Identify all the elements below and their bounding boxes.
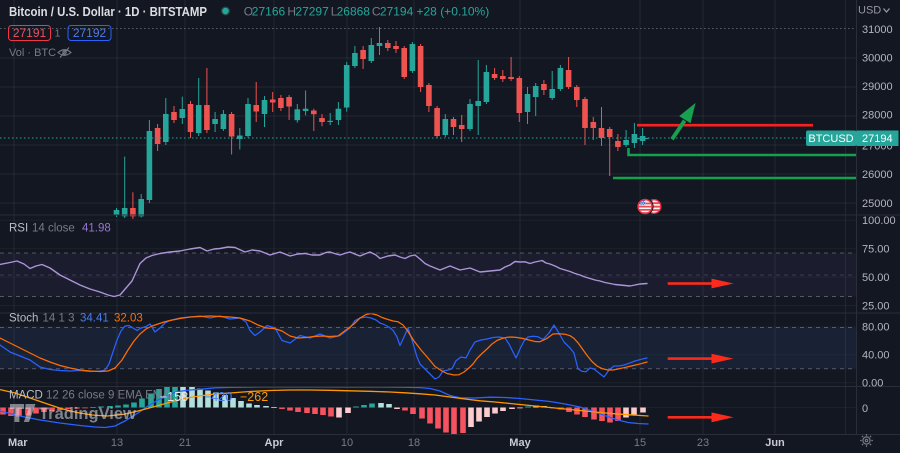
svg-text:May: May — [509, 437, 531, 449]
svg-text:25000: 25000 — [862, 198, 893, 210]
svg-text:0.00: 0.00 — [862, 378, 883, 390]
svg-text:27166: 27166 — [252, 5, 286, 19]
svg-text:31000: 31000 — [862, 24, 893, 36]
svg-text:USD: USD — [858, 5, 881, 17]
svg-text:26000: 26000 — [862, 169, 893, 181]
svg-text:L: L — [331, 5, 338, 19]
svg-text:14 1 3: 14 1 3 — [43, 313, 75, 325]
svg-text:30000: 30000 — [862, 53, 893, 65]
svg-text:10: 10 — [341, 437, 353, 449]
svg-text:40.00: 40.00 — [862, 350, 890, 362]
svg-text:27192: 27192 — [73, 26, 107, 40]
svg-text:−420: −420 — [204, 390, 232, 404]
svg-text:0: 0 — [862, 403, 868, 415]
svg-text:27194: 27194 — [862, 133, 893, 145]
svg-text:O: O — [244, 5, 253, 19]
svg-text:34.41: 34.41 — [80, 313, 109, 325]
svg-text:12 26 close 9 EMA EMA: 12 26 close 9 EMA EMA — [46, 390, 170, 402]
svg-text:27191: 27191 — [13, 26, 47, 40]
svg-text:41.98: 41.98 — [82, 223, 111, 235]
svg-text:14 close: 14 close — [32, 223, 75, 235]
svg-text:21: 21 — [179, 437, 191, 449]
svg-text:C: C — [372, 5, 381, 19]
svg-text:29000: 29000 — [862, 81, 893, 93]
svg-text:80.00: 80.00 — [862, 322, 890, 334]
svg-text:TradingView: TradingView — [39, 405, 136, 423]
svg-text:25.00: 25.00 — [862, 300, 890, 312]
svg-text:Vol · BTC: Vol · BTC — [9, 47, 56, 59]
svg-text:Stoch: Stoch — [9, 313, 38, 325]
svg-text:Mar: Mar — [8, 437, 28, 449]
svg-text:32.03: 32.03 — [114, 313, 143, 325]
svg-text:H: H — [287, 5, 296, 19]
svg-text:18: 18 — [408, 437, 420, 449]
svg-text:MACD: MACD — [9, 390, 43, 402]
svg-text:BTCUSD: BTCUSD — [808, 133, 853, 145]
svg-text:−262: −262 — [240, 390, 268, 404]
svg-text:Bitcoin / U.S. Dollar · 1D · B: Bitcoin / U.S. Dollar · 1D · BITSTAMP — [9, 4, 207, 19]
svg-text:23: 23 — [697, 437, 709, 449]
svg-text:15: 15 — [634, 437, 646, 449]
svg-text:−158: −158 — [160, 390, 188, 404]
svg-text:27297: 27297 — [295, 5, 329, 19]
svg-text:28000: 28000 — [862, 110, 893, 122]
svg-text:Apr: Apr — [265, 437, 285, 449]
svg-text:13: 13 — [111, 437, 123, 449]
svg-text:+28 (+0.10%): +28 (+0.10%) — [417, 5, 490, 19]
svg-text:1: 1 — [55, 29, 61, 40]
svg-text:27194: 27194 — [380, 5, 414, 19]
svg-text:50.00: 50.00 — [862, 272, 890, 284]
svg-text:26868: 26868 — [337, 5, 371, 19]
svg-text:75.00: 75.00 — [862, 243, 890, 255]
svg-text:100.00: 100.00 — [862, 215, 896, 227]
svg-text:RSI: RSI — [9, 223, 28, 235]
svg-text:Jun: Jun — [765, 437, 785, 449]
